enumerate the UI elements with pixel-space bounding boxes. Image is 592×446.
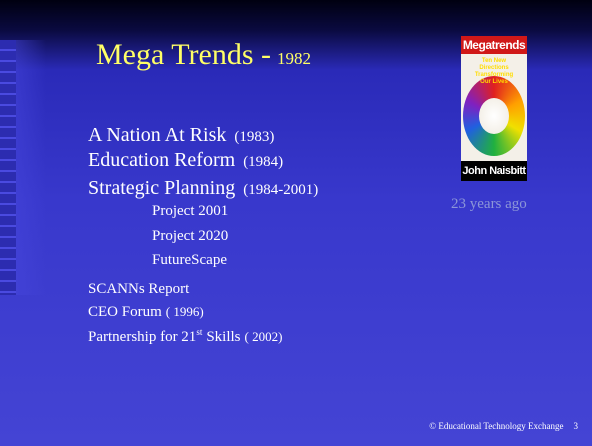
- item-note: (1984-2001): [243, 182, 318, 198]
- book-author: John Naisbitt: [461, 161, 527, 181]
- footer-text: © Educational Technology Exchange: [429, 421, 563, 431]
- slide-title: Mega Trends - 1982: [96, 38, 311, 72]
- item-text: Strategic Planning: [88, 177, 235, 199]
- item-text: A Nation At Risk: [88, 124, 226, 146]
- item-sup: st: [196, 327, 202, 337]
- item-text: Partnership for 21: [88, 329, 196, 345]
- item-text: Education Reform: [88, 149, 235, 171]
- list-item: Strategic Planning (1984-2001): [88, 177, 318, 200]
- title-year: 1982: [277, 49, 311, 68]
- list-item: SCANNs Report: [88, 281, 189, 298]
- page-number: 3: [574, 421, 579, 431]
- slide: Mega Trends - 1982 Megatrends Ten New Dir…: [0, 0, 592, 446]
- list-item: A Nation At Risk (1983): [88, 124, 274, 147]
- sub-item: Project 2001: [152, 203, 228, 220]
- decor-strip: [0, 40, 16, 295]
- book-cover: Megatrends Ten New Directions Transformi…: [461, 36, 527, 181]
- item-note: (1983): [234, 129, 274, 145]
- list-item: CEO Forum ( 1996): [88, 304, 204, 321]
- sub-item: Project 2020: [152, 228, 228, 245]
- list-item: Education Reform (1984): [88, 149, 283, 172]
- book-title: Megatrends: [461, 36, 527, 54]
- decor-strip: [16, 40, 46, 295]
- book-art: [479, 98, 509, 134]
- item-note: ( 1996): [166, 304, 204, 319]
- title-text: Mega Trends -: [96, 38, 271, 71]
- item-note: (1984): [243, 154, 283, 170]
- footer: © Educational Technology Exchange 3: [429, 421, 578, 431]
- caption: 23 years ago: [451, 196, 527, 213]
- item-note: ( 2002): [245, 329, 283, 344]
- item-text: Skills: [206, 329, 240, 345]
- sub-item: FutureScape: [152, 252, 227, 269]
- list-item: Partnership for 21st Skills ( 2002): [88, 327, 282, 346]
- item-text: CEO Forum: [88, 304, 162, 320]
- book-subtitle: Ten New Directions Transforming Our Live…: [471, 58, 517, 86]
- item-text: SCANNs Report: [88, 281, 189, 297]
